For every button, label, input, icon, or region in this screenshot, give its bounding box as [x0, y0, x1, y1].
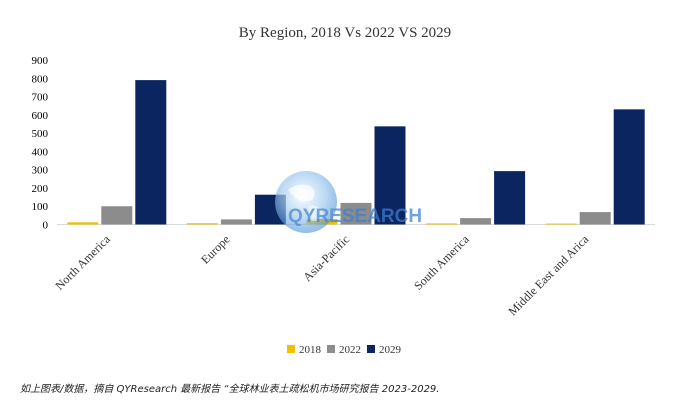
- x-category-label: Middle East and Arica: [505, 232, 591, 318]
- bar-2022-europe: [220, 219, 252, 225]
- legend-swatch-2022: [327, 345, 335, 353]
- y-tick-label: 0: [43, 220, 49, 232]
- bar-2022-south-america: [460, 218, 492, 225]
- bar-2022-middle-east-and-arica: [579, 212, 611, 225]
- source-note: 如上图表/数据，摘自 QYResearch 最新报告 “全球林业表土疏松机市场研…: [20, 384, 440, 395]
- y-tick-label: 800: [32, 73, 49, 85]
- qyresearch-watermark-logo: QYRESEARCH: [275, 171, 422, 233]
- y-tick-label: 700: [32, 92, 49, 104]
- y-tick-label: 100: [32, 201, 49, 213]
- y-tick-label: 500: [32, 128, 49, 140]
- y-tick-label: 200: [32, 183, 49, 195]
- x-category-label: South America: [411, 232, 472, 293]
- legend-swatch-2029: [367, 345, 375, 353]
- legend: 2018 2022 2029: [287, 344, 402, 356]
- bar-2029-middle-east-and-arica: [613, 109, 645, 225]
- bar-2018-north-america: [67, 222, 99, 225]
- legend-label: 2018: [299, 344, 322, 356]
- legend-swatch-2018: [287, 345, 295, 353]
- legend-label: 2022: [339, 344, 361, 356]
- chart-title: By Region, 2018 Vs 2022 VS 2029: [239, 25, 451, 41]
- y-tick-label: 400: [32, 146, 49, 158]
- bar-2022-asia-pacific: [340, 202, 372, 225]
- x-category-label: North America: [52, 232, 113, 293]
- bar-2022-north-america: [101, 206, 133, 225]
- bar-2018-middle-east-and-arica: [545, 223, 577, 225]
- legend-label: 2029: [379, 344, 402, 356]
- y-tick-label: 600: [32, 110, 49, 122]
- bar-2029-north-america: [135, 80, 167, 225]
- bar-2018-europe: [186, 223, 218, 225]
- y-axis-ticks: 0 100 200 300 400 500 600 700 800 900: [32, 55, 49, 232]
- watermark-text: QYRESEARCH: [288, 206, 422, 227]
- bars: [67, 80, 645, 225]
- y-tick-label: 300: [32, 165, 49, 177]
- category-labels: North America Europe Asia-Pacific South Ame…: [52, 232, 591, 318]
- bar-2029-south-america: [494, 171, 526, 225]
- bar-2029-asia-pacific: [374, 126, 406, 225]
- x-category-label: Europe: [198, 232, 232, 266]
- bar-2018-south-america: [426, 223, 458, 225]
- y-tick-label: 900: [32, 55, 49, 67]
